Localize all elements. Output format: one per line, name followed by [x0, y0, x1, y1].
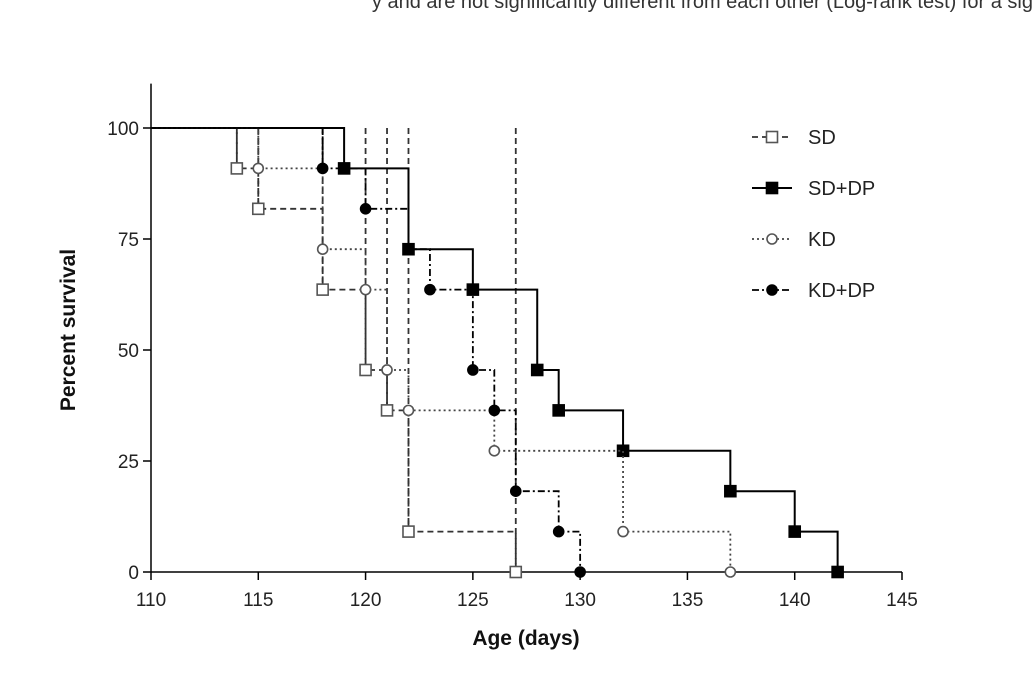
series-sd-plus-dp: [151, 127, 844, 579]
legend-item: SD+DP: [752, 178, 875, 200]
legend-item: SD: [752, 127, 836, 149]
series-step-line: [151, 127, 517, 572]
data-point: [402, 404, 415, 417]
series-sd: [151, 127, 523, 579]
legend-marker: [765, 181, 779, 195]
data-point: [574, 566, 586, 578]
data-point: [316, 283, 329, 296]
data-point: [831, 565, 844, 579]
data-point: [467, 364, 479, 376]
legend-marker: [766, 233, 778, 245]
legend-label: KD+DP: [808, 280, 875, 302]
legend-label: SD: [808, 127, 836, 149]
y-tick-label: 75: [118, 230, 139, 251]
y-tick-label: 50: [118, 341, 139, 362]
data-point: [359, 203, 372, 215]
data-point: [617, 525, 629, 538]
data-point: [724, 566, 737, 578]
y-tick-label: 0: [128, 563, 139, 584]
y-axis-title: Percent survival: [57, 249, 80, 411]
legend-marker: [766, 284, 778, 296]
x-tick-label: 140: [779, 590, 811, 611]
chart-legend: SD SD+DP KD KD+DP: [752, 127, 875, 302]
series-kd: [151, 127, 737, 578]
data-point: [788, 525, 802, 538]
data-point: [316, 162, 329, 175]
x-tick-label: 115: [243, 590, 273, 611]
series-step-line: [151, 127, 582, 572]
cropped-caption-text: y and are not significantly different fr…: [371, 0, 1033, 13]
data-point: [552, 404, 565, 417]
data-point: [530, 363, 544, 377]
chart-axes: 110 115 120 125 130 135 140 145 0 25 50 75 100: [107, 83, 918, 611]
legend-label: SD+DP: [808, 178, 875, 200]
data-point: [509, 565, 523, 579]
data-point: [402, 525, 415, 538]
x-tick-label: 110: [136, 590, 166, 611]
data-point: [724, 484, 737, 498]
legend-label: KD: [808, 229, 836, 251]
data-point: [230, 162, 244, 175]
chart-series: [151, 127, 844, 579]
x-tick-label: 145: [886, 590, 918, 611]
legend-item: KD: [752, 229, 836, 251]
data-point: [488, 404, 501, 417]
data-point: [251, 202, 265, 216]
data-point: [380, 404, 394, 417]
series-step-line: [151, 127, 732, 572]
y-tick-label: 100: [107, 119, 139, 140]
data-point: [359, 363, 372, 377]
x-tick-label: 125: [457, 590, 489, 611]
data-point: [509, 485, 522, 497]
data-point: [252, 162, 265, 175]
data-point: [488, 444, 501, 457]
data-point: [552, 525, 565, 538]
data-point: [424, 283, 436, 296]
x-tick-label: 120: [350, 590, 382, 611]
x-axis-title: Age (days): [472, 627, 579, 650]
data-point: [316, 243, 329, 256]
x-tick-label: 130: [564, 590, 596, 611]
series-step-line: [151, 127, 839, 572]
data-point: [359, 283, 372, 296]
series-kd-plus-dp: [151, 127, 586, 578]
data-point: [381, 364, 393, 376]
y-tick-label: 25: [118, 452, 139, 473]
legend-item: KD+DP: [752, 280, 875, 302]
x-tick-label: 135: [672, 590, 704, 611]
legend-marker: [765, 130, 779, 144]
